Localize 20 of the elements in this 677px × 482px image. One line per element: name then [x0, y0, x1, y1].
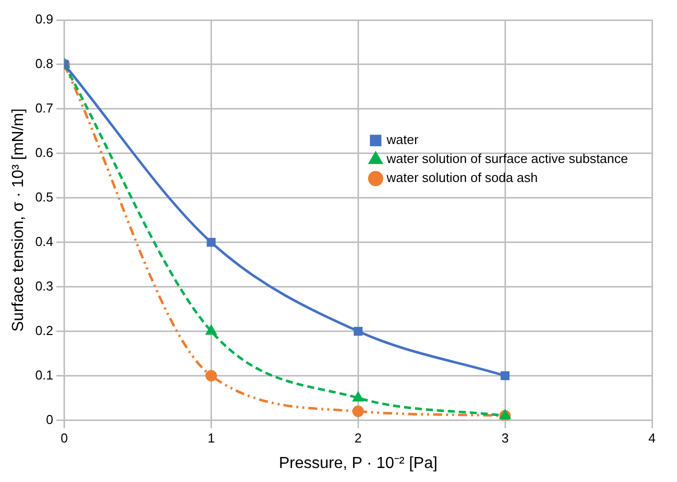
x-tick-label: 0 — [60, 430, 68, 446]
y-tick-label: 0.7 — [35, 100, 54, 116]
legend-label: water solution of soda ash — [386, 170, 538, 186]
y-tick-label: 0 — [46, 412, 54, 427]
legend-label: water — [386, 132, 420, 148]
x-tick-label: 3 — [501, 430, 509, 446]
y-tick-label: 0.3 — [35, 278, 54, 294]
x-tick-label: 4 — [648, 430, 656, 446]
legend-label: water solution of surface active substance — [386, 151, 628, 166]
x-axis-title: Pressure, P · 10⁻² [Pa] — [278, 454, 438, 472]
y-tick-label: 0.1 — [35, 367, 54, 382]
y-tick-label: 0.8 — [35, 56, 54, 72]
y-tick-label: 0.4 — [35, 234, 54, 249]
y-tick-label: 0.2 — [35, 322, 54, 338]
y-tick-label: 0.5 — [35, 189, 54, 204]
y-tick-label: 0.6 — [35, 144, 54, 160]
y-tick-label: 0.9 — [35, 12, 54, 27]
y-axis-title: Surface tension, σ · 10³ [mN/m] — [10, 108, 28, 332]
x-tick-label: 1 — [208, 430, 215, 446]
x-tick-label: 2 — [354, 430, 362, 446]
